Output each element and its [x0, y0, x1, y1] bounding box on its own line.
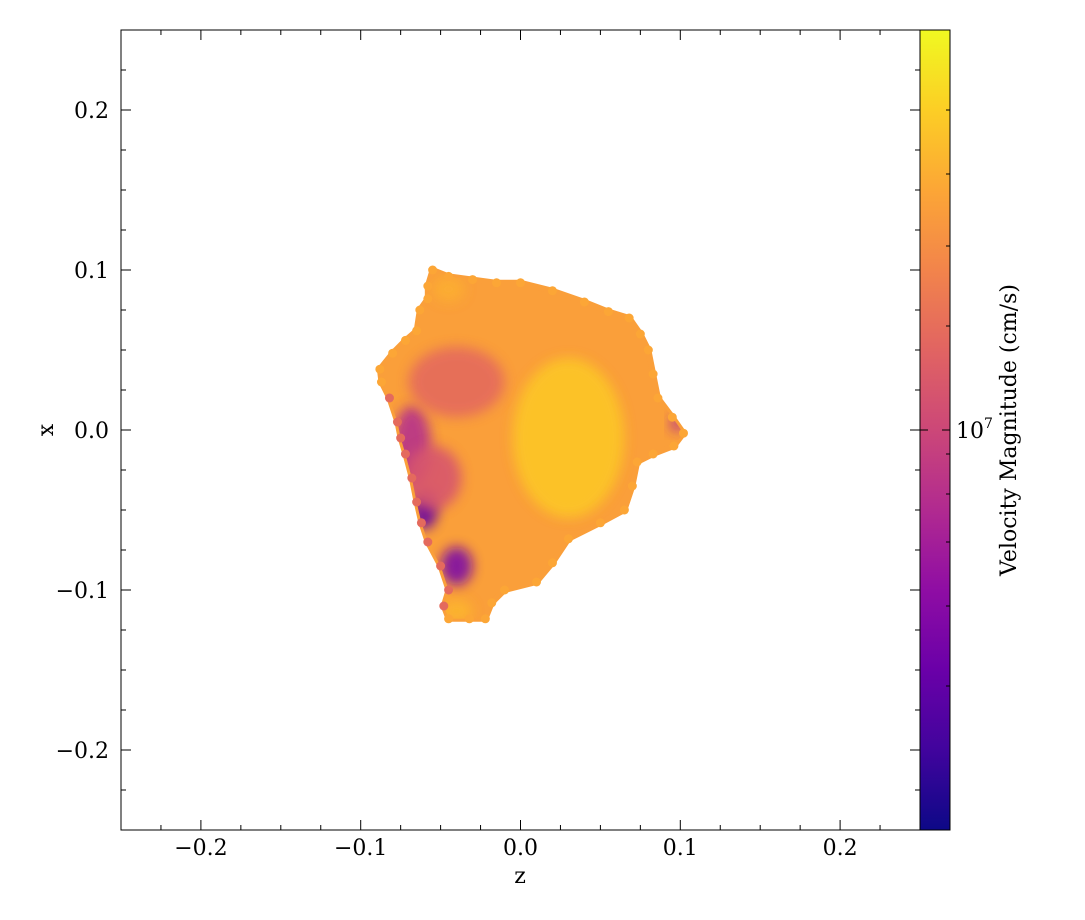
edge-particle	[444, 614, 454, 624]
colorbar: 107 Velocity Magnitude (cm/s)	[919, 29, 1022, 831]
edge-particle	[547, 286, 557, 296]
edge-particle	[500, 585, 510, 595]
edge-particle	[423, 537, 433, 547]
edge-particle	[579, 297, 589, 307]
edge-particle	[487, 598, 497, 608]
y-tick-label: −0.2	[56, 739, 109, 764]
edge-particle	[388, 348, 398, 358]
edge-particle	[400, 335, 410, 345]
slow-velocity-region	[408, 346, 505, 418]
x-tick-label: 0.0	[503, 836, 538, 861]
y-tick-label: 0.2	[74, 99, 109, 124]
edge-particle	[624, 313, 634, 323]
edge-particle	[648, 449, 658, 459]
x-tick-label: 0.2	[823, 836, 858, 861]
edge-particle	[619, 505, 629, 515]
edge-particle	[412, 497, 422, 507]
edge-particle	[492, 278, 502, 288]
y-tick-label: −0.1	[56, 579, 109, 604]
edge-particle	[416, 518, 426, 528]
edge-particle	[444, 271, 454, 281]
edge-particle	[678, 428, 688, 438]
fast-velocity-region	[512, 358, 625, 518]
edge-particle	[635, 329, 645, 339]
edge-particle	[667, 412, 677, 422]
x-tick-label: −0.2	[174, 836, 227, 861]
edge-particle	[480, 614, 490, 624]
edge-particle	[415, 305, 425, 315]
edge-particle	[547, 558, 557, 568]
edge-particle	[669, 441, 679, 451]
edge-particle	[375, 364, 385, 374]
fast-velocity-region	[432, 276, 465, 303]
edge-particle	[423, 294, 433, 304]
x-axis-label: z	[514, 864, 526, 889]
y-tick-label: 0.1	[74, 259, 109, 284]
edge-particle	[468, 275, 478, 285]
edge-particle	[648, 369, 658, 379]
plot-area	[375, 265, 688, 624]
edge-particle	[439, 601, 449, 611]
edge-particle	[428, 265, 438, 275]
edge-particle	[595, 518, 605, 528]
edge-particle	[396, 433, 406, 443]
edge-particle	[531, 577, 541, 587]
edge-particle	[384, 393, 394, 403]
edge-particle	[603, 307, 613, 317]
colorbar-label: Velocity Magnitude (cm/s)	[997, 284, 1022, 577]
x-axis: −0.2 −0.1 0.0 0.1 0.2	[120, 30, 921, 861]
x-tick-label: 0.1	[663, 836, 698, 861]
edge-particle	[400, 449, 410, 459]
edge-particle	[392, 417, 402, 427]
y-axis: 0.2 0.1 0.0 −0.1 −0.2	[56, 29, 920, 831]
edge-particle	[516, 278, 525, 288]
slow-velocity-region	[403, 446, 462, 510]
edge-particle	[444, 585, 454, 595]
edge-particle	[412, 326, 422, 336]
edge-particle	[464, 614, 474, 624]
edge-particle	[376, 377, 386, 387]
slow-velocity-region	[440, 546, 473, 586]
edge-particle	[423, 281, 433, 291]
edge-particle	[436, 561, 446, 571]
edge-particle	[632, 457, 642, 467]
y-axis-label: x	[34, 423, 59, 436]
edge-particle	[643, 345, 653, 355]
edge-particle	[627, 481, 637, 491]
edge-particle	[653, 393, 663, 403]
colorbar-ticks	[920, 109, 950, 687]
y-tick-label: 0.0	[74, 419, 109, 444]
edge-particle	[407, 473, 417, 483]
x-tick-label: −0.1	[334, 836, 387, 861]
edge-particle	[563, 534, 573, 544]
colorbar-tick-label: 107	[956, 416, 993, 444]
